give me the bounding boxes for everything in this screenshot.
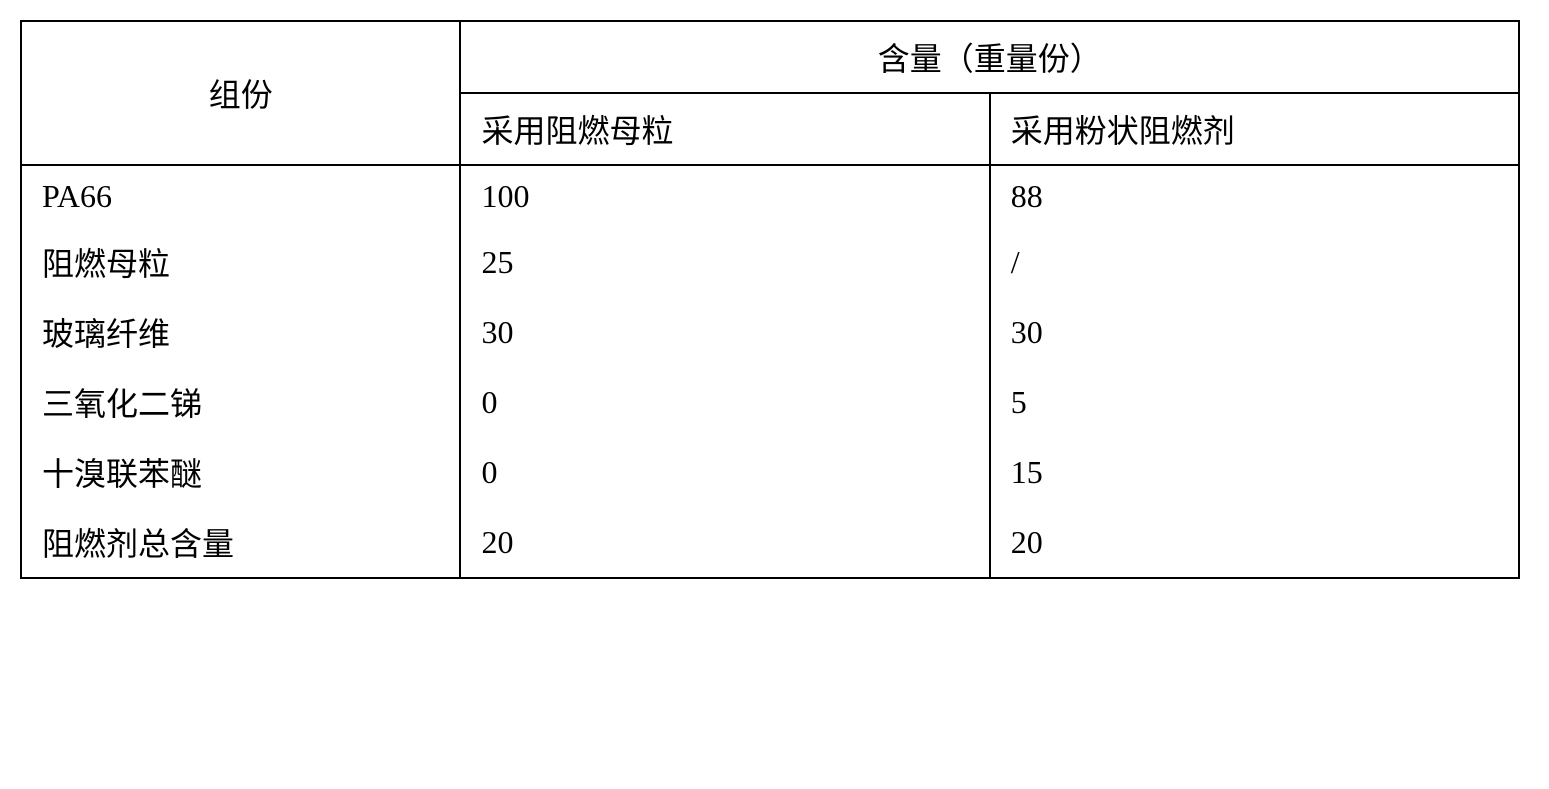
row-label: 十溴联苯醚	[21, 437, 460, 507]
table-row: 阻燃剂总含量 20 20	[21, 507, 1519, 578]
row-value-1: 20	[460, 507, 989, 578]
row-value-2: 5	[990, 367, 1519, 437]
header-col2: 采用粉状阻燃剂	[990, 93, 1519, 165]
row-label: 玻璃纤维	[21, 297, 460, 367]
row-value-1: 100	[460, 165, 989, 227]
table-row: 十溴联苯醚 0 15	[21, 437, 1519, 507]
row-label: 阻燃母粒	[21, 227, 460, 297]
table-row: 玻璃纤维 30 30	[21, 297, 1519, 367]
header-row-1: 组份 含量（重量份）	[21, 21, 1519, 93]
row-label: 三氧化二锑	[21, 367, 460, 437]
row-value-1: 0	[460, 367, 989, 437]
header-col1: 采用阻燃母粒	[460, 93, 989, 165]
row-value-2: 88	[990, 165, 1519, 227]
header-component: 组份	[21, 21, 460, 165]
row-value-2: 20	[990, 507, 1519, 578]
row-value-1: 0	[460, 437, 989, 507]
row-value-1: 30	[460, 297, 989, 367]
data-table: 组份 含量（重量份） 采用阻燃母粒 采用粉状阻燃剂 PA66 100 88 阻燃…	[20, 20, 1520, 579]
header-content-group: 含量（重量份）	[460, 21, 1519, 93]
row-label: 阻燃剂总含量	[21, 507, 460, 578]
table-row: 阻燃母粒 25 /	[21, 227, 1519, 297]
row-value-2: /	[990, 227, 1519, 297]
row-value-1: 25	[460, 227, 989, 297]
row-value-2: 30	[990, 297, 1519, 367]
row-label: PA66	[21, 165, 460, 227]
table-row: 三氧化二锑 0 5	[21, 367, 1519, 437]
row-value-2: 15	[990, 437, 1519, 507]
table-row: PA66 100 88	[21, 165, 1519, 227]
